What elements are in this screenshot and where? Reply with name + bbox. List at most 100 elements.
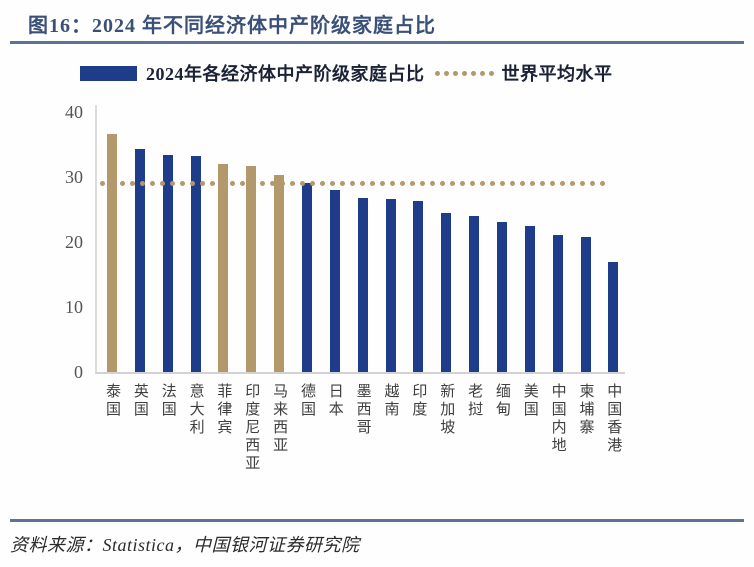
dot bbox=[220, 180, 225, 186]
dot bbox=[410, 180, 415, 186]
x-axis-label: 柬埔寨 bbox=[577, 383, 594, 437]
bar bbox=[580, 237, 591, 372]
bar bbox=[357, 197, 368, 372]
dot bbox=[380, 180, 385, 186]
legend-dotted-line-swatch bbox=[434, 70, 494, 76]
x-axis-label: 德国 bbox=[299, 383, 315, 419]
dot bbox=[340, 180, 345, 186]
dot bbox=[230, 180, 235, 186]
dot bbox=[200, 180, 205, 186]
dot bbox=[460, 180, 465, 186]
dot bbox=[470, 180, 475, 186]
bar bbox=[385, 198, 396, 372]
dot bbox=[270, 180, 275, 186]
dot bbox=[530, 180, 535, 186]
dot bbox=[488, 70, 494, 76]
x-axis-label: 马来西亚 bbox=[271, 383, 288, 455]
dot bbox=[360, 180, 365, 186]
dot bbox=[461, 70, 467, 76]
x-axis-label: 菲律宾 bbox=[215, 383, 232, 437]
y-axis-tick-label: 40 bbox=[65, 101, 83, 122]
dot bbox=[490, 180, 495, 186]
dot bbox=[540, 180, 545, 186]
dot bbox=[450, 180, 455, 186]
x-axis-label: 美国 bbox=[521, 383, 538, 419]
bar bbox=[162, 154, 173, 372]
dot bbox=[400, 180, 405, 186]
dot bbox=[480, 180, 485, 186]
bar bbox=[302, 183, 312, 372]
x-axis-label: 中国香港 bbox=[605, 383, 622, 455]
dot bbox=[100, 180, 105, 186]
bar bbox=[107, 133, 117, 372]
dot bbox=[470, 70, 476, 76]
dot bbox=[590, 180, 595, 186]
x-axis-label: 新加坡 bbox=[438, 383, 455, 437]
legend-bar-swatch bbox=[80, 65, 137, 81]
dot bbox=[330, 180, 335, 186]
dot bbox=[210, 180, 215, 186]
y-axis-tick-label: 30 bbox=[65, 166, 83, 187]
bar bbox=[190, 155, 201, 372]
dot bbox=[434, 70, 440, 76]
bar bbox=[134, 149, 145, 372]
dot bbox=[290, 180, 295, 186]
bar bbox=[218, 163, 229, 372]
dot bbox=[500, 180, 505, 186]
bar bbox=[441, 212, 452, 372]
bar bbox=[329, 189, 340, 372]
x-axis-label: 中国内地 bbox=[549, 383, 566, 455]
title-divider-line bbox=[10, 41, 744, 44]
dot bbox=[160, 180, 165, 186]
dot bbox=[260, 180, 265, 186]
dot bbox=[430, 180, 435, 186]
dot bbox=[190, 180, 195, 186]
figure-title: 图16：2024 年不同经济体中产阶级家庭占比 bbox=[28, 15, 436, 37]
dot bbox=[180, 180, 185, 186]
x-axis-label: 缅甸 bbox=[493, 383, 510, 419]
dot bbox=[280, 180, 285, 186]
dot bbox=[520, 180, 525, 186]
footer-divider-line bbox=[10, 519, 744, 522]
x-axis-label: 印度尼西亚 bbox=[243, 383, 260, 473]
world-average-dotted-line bbox=[100, 180, 612, 186]
data-source-note: 资料来源：Statistica，中国银河证券研究院 bbox=[10, 535, 360, 555]
x-axis-label: 印度 bbox=[410, 383, 427, 419]
dot bbox=[550, 180, 555, 186]
legend-bar-label: 2024年各经济体中产阶级家庭占比 bbox=[146, 64, 425, 84]
legend-line-label: 世界平均水平 bbox=[501, 64, 613, 84]
dot bbox=[420, 180, 425, 186]
dot bbox=[170, 180, 175, 186]
x-axis-label: 英国 bbox=[131, 383, 148, 419]
bar bbox=[246, 165, 257, 372]
y-axis-tick-label: 10 bbox=[65, 296, 83, 317]
bar bbox=[274, 175, 285, 372]
bar bbox=[469, 215, 480, 372]
plot-area: 泰国 英国 法国 意大利 菲律宾 印度尼西亚 马来西亚 德国 日本 墨西哥 越南 印度 新加坡 老挝 缅甸美… bbox=[65, 102, 625, 473]
dot bbox=[560, 180, 565, 186]
dot bbox=[120, 180, 125, 186]
dot bbox=[150, 180, 155, 186]
bar bbox=[496, 222, 507, 372]
x-axis-label: 意大利 bbox=[187, 383, 204, 437]
dot bbox=[452, 70, 458, 76]
bar bbox=[524, 226, 535, 372]
y-axis-tick-label: 0 bbox=[74, 362, 83, 382]
x-axis-label: 日本 bbox=[326, 383, 343, 419]
bar bbox=[552, 234, 563, 372]
bar bbox=[608, 261, 619, 372]
dot bbox=[370, 180, 375, 186]
x-axis-label: 法国 bbox=[159, 383, 176, 419]
x-axis-label: 越南 bbox=[382, 383, 399, 419]
dot bbox=[320, 180, 325, 186]
dot bbox=[570, 180, 575, 186]
x-axis-label: 泰国 bbox=[104, 383, 120, 419]
x-axis-label: 墨西哥 bbox=[354, 383, 371, 437]
dot bbox=[443, 70, 449, 76]
dot bbox=[350, 180, 355, 186]
dot bbox=[140, 180, 145, 186]
dot bbox=[600, 180, 605, 186]
dot bbox=[310, 180, 315, 186]
dot bbox=[510, 180, 515, 186]
